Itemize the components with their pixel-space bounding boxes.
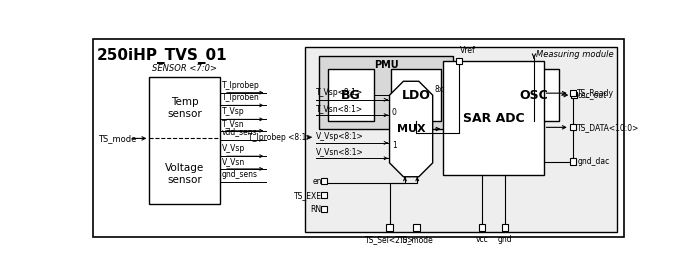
Bar <box>444 61 543 175</box>
Bar <box>305 48 617 232</box>
Text: T_Vsn<8:1>: T_Vsn<8:1> <box>316 104 363 113</box>
Text: gnd_dac: gnd_dac <box>578 157 610 166</box>
Text: MUX: MUX <box>397 124 426 134</box>
Text: SENSOR <7:0>: SENSOR <7:0> <box>152 64 217 73</box>
Text: 250iHP_TVS_01: 250iHP_TVS_01 <box>97 48 228 64</box>
Bar <box>318 56 454 129</box>
Text: TS_Ready: TS_Ready <box>578 89 615 98</box>
Bar <box>456 58 462 64</box>
Bar <box>386 224 393 231</box>
Bar <box>570 158 576 165</box>
Bar <box>570 124 576 130</box>
Text: T_Vsp: T_Vsp <box>222 107 244 116</box>
Text: OSC: OSC <box>519 89 548 102</box>
Text: vcc: vcc <box>475 235 489 244</box>
Text: LDO: LDO <box>402 89 430 102</box>
Text: T_Vsn: T_Vsn <box>222 119 244 128</box>
Text: en: en <box>312 177 322 186</box>
Text: T_Iprobep: T_Iprobep <box>222 81 260 90</box>
Polygon shape <box>389 81 433 177</box>
Bar <box>479 224 485 231</box>
Text: V_Vsp: V_Vsp <box>222 144 245 153</box>
Bar <box>509 69 559 121</box>
Text: T_Iprobep <8:1>: T_Iprobep <8:1> <box>248 133 312 142</box>
Text: 8x: 8x <box>434 85 444 94</box>
Text: vdd_sens: vdd_sens <box>222 127 258 136</box>
Text: PMU: PMU <box>374 61 398 70</box>
Text: TS_EXE: TS_EXE <box>294 191 322 200</box>
Bar <box>414 224 419 231</box>
Text: TS_DATA<10:0>: TS_DATA<10:0> <box>578 123 640 132</box>
Text: 0: 0 <box>392 108 397 117</box>
Text: TS_mode: TS_mode <box>99 134 137 143</box>
Text: SAR ADC: SAR ADC <box>463 112 524 125</box>
Bar <box>149 78 220 204</box>
Text: Measuring module: Measuring module <box>536 50 614 59</box>
Text: Voltage
sensor: Voltage sensor <box>165 163 204 185</box>
Text: V_Vsn: V_Vsn <box>222 157 245 166</box>
Text: osc_out: osc_out <box>578 91 607 100</box>
Bar <box>328 69 374 121</box>
Text: Temp
sensor: Temp sensor <box>167 97 202 119</box>
Text: RN: RN <box>311 204 322 213</box>
Text: V_Vsp<8:1>: V_Vsp<8:1> <box>316 132 364 141</box>
Text: 1: 1 <box>392 141 397 150</box>
Text: BG: BG <box>341 89 361 102</box>
Bar <box>502 224 508 231</box>
Bar <box>321 206 327 212</box>
Bar <box>570 90 576 96</box>
Text: TS_mode: TS_mode <box>399 235 434 244</box>
Text: T_Vsp<8:1>: T_Vsp<8:1> <box>316 88 363 97</box>
Text: TS_Sel<2:0>: TS_Sel<2:0> <box>365 235 414 244</box>
Text: Vref: Vref <box>461 46 476 55</box>
Bar <box>321 192 327 198</box>
Bar <box>571 92 577 98</box>
Bar <box>391 69 441 121</box>
Text: gnd: gnd <box>498 235 512 244</box>
Bar <box>321 178 327 185</box>
Text: T_Iproben: T_Iproben <box>222 93 260 102</box>
Text: gnd_sens: gnd_sens <box>222 170 258 179</box>
Text: V_Vsn<8:1>: V_Vsn<8:1> <box>316 147 364 156</box>
